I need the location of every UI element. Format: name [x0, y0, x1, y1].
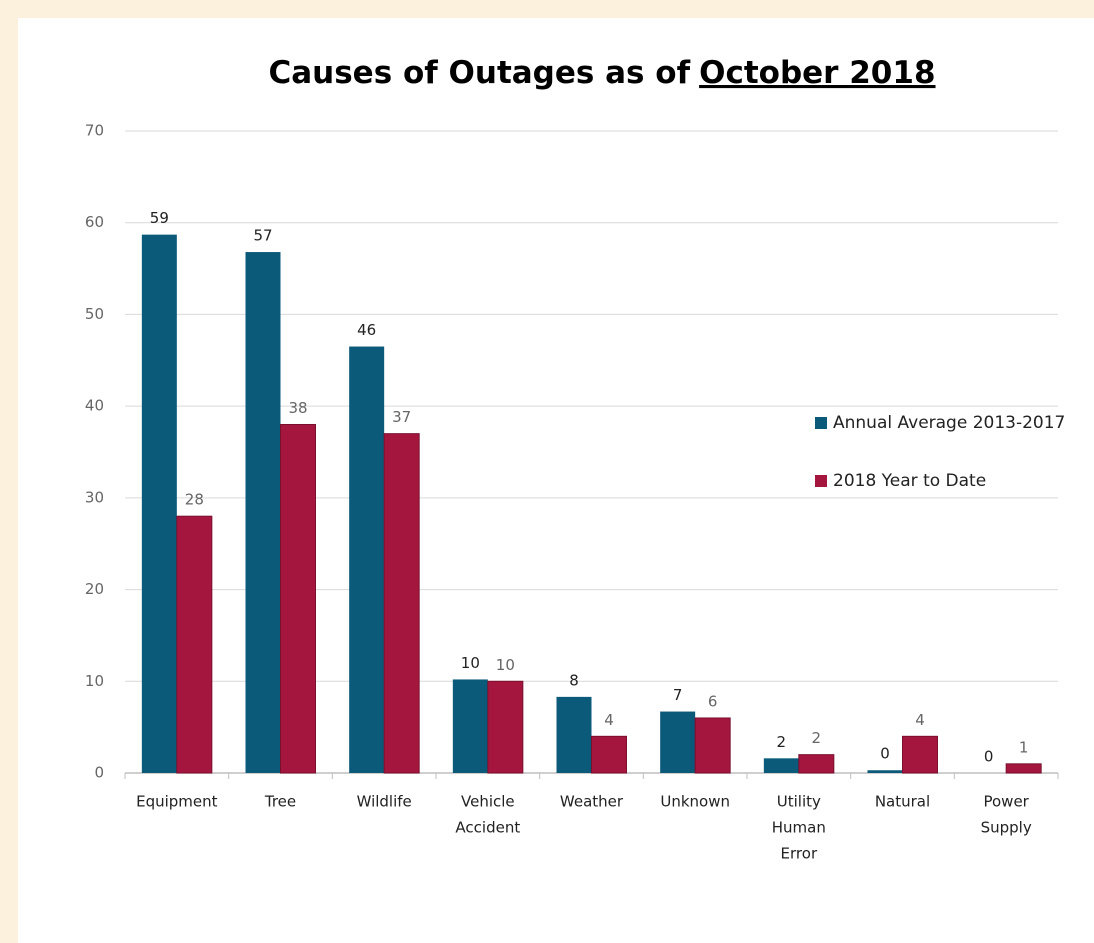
y-tick-label: 50 [85, 305, 104, 323]
panel [18, 18, 1094, 943]
bar [176, 515, 213, 774]
x-tick-label: Natural [875, 793, 930, 811]
bar [556, 696, 592, 773]
data-label: 7 [673, 686, 683, 704]
bar [349, 346, 385, 773]
bar [452, 679, 488, 773]
bar [867, 770, 903, 773]
data-label: 10 [461, 654, 480, 672]
x-tick-label: Utility [777, 793, 821, 811]
x-tick-label: Wildlife [357, 793, 412, 811]
legend-label: 2018 Year to Date [833, 471, 986, 491]
x-tick-label: Tree [264, 793, 296, 811]
data-label: 59 [150, 209, 169, 227]
data-label: 0 [880, 745, 890, 763]
data-label: 37 [392, 408, 411, 426]
y-tick-label: 40 [85, 397, 104, 415]
data-label: 46 [357, 321, 376, 339]
y-tick-label: 70 [85, 122, 104, 140]
y-tick-label: 20 [85, 580, 104, 598]
bar [763, 758, 799, 773]
data-label: 6 [708, 692, 718, 710]
bar [694, 717, 731, 774]
bar [141, 234, 177, 773]
x-tick-label: Unknown [660, 793, 730, 811]
bar [902, 735, 938, 774]
chart-title: Causes of Outages as of October 2018 [268, 55, 935, 91]
data-label: 4 [604, 711, 614, 729]
x-tick-label: Error [781, 845, 818, 863]
bar [798, 754, 835, 774]
title-main: Causes of Outages as of [268, 55, 690, 91]
data-label: 1 [1019, 738, 1029, 756]
y-tick-label: 60 [85, 213, 104, 231]
bar [1005, 763, 1042, 774]
data-label: 0 [984, 748, 994, 766]
bar [280, 423, 316, 774]
x-tick-label: Human [772, 819, 826, 837]
y-tick-label: 0 [94, 764, 104, 782]
y-tick-label: 10 [85, 672, 104, 690]
data-label: 10 [496, 656, 515, 674]
data-label: 28 [185, 491, 204, 509]
bar [245, 252, 281, 773]
x-tick-label: Equipment [136, 793, 218, 811]
data-label: 2 [812, 729, 822, 747]
data-label: 2 [777, 733, 787, 751]
bar [383, 433, 420, 774]
data-label: 38 [288, 399, 307, 417]
x-tick-label: Accident [455, 819, 520, 837]
legend-label: Annual Average 2013-2017 [833, 413, 1065, 433]
data-label: 57 [253, 227, 272, 245]
legend-swatch [815, 417, 827, 429]
bar [591, 735, 627, 774]
title-date: October 2018 [699, 55, 935, 91]
y-tick-label: 30 [85, 488, 104, 506]
data-label: 4 [915, 711, 925, 729]
x-tick-label: Weather [560, 793, 624, 811]
bar [660, 711, 696, 773]
legend-swatch [815, 475, 827, 487]
data-label: 8 [569, 671, 579, 689]
x-tick-label: Supply [981, 819, 1032, 837]
x-tick-label: Power [983, 793, 1029, 811]
x-tick-label: Vehicle [461, 793, 515, 811]
bar [487, 680, 524, 774]
